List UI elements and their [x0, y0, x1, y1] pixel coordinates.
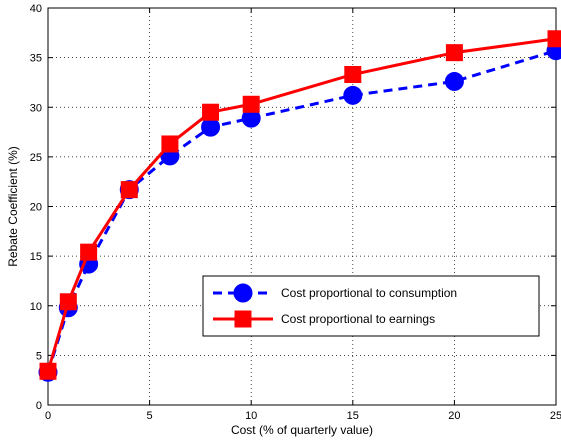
series-line: [46, 37, 557, 372]
data-point: [547, 30, 561, 48]
legend-entry: Cost proportional to earnings: [213, 310, 435, 328]
legend-marker: [234, 310, 252, 328]
legend-label: Cost proportional to consumption: [281, 286, 457, 300]
series-line: [46, 49, 557, 373]
data-point: [120, 181, 138, 199]
legend-box: [202, 275, 540, 337]
legend-label: Cost proportional to earnings: [281, 312, 435, 326]
x-tick-label: 25: [550, 410, 561, 422]
axis-ticks: 0 5 10 15 20 25 0 5 10 15 20 25 30 35 40: [30, 3, 561, 422]
series-2: [39, 30, 561, 380]
x-tick-label: 10: [245, 410, 257, 422]
y-tick-label: 15: [30, 251, 42, 263]
y-tick-label: 0: [36, 400, 42, 412]
x-tick-label: 15: [347, 410, 359, 422]
data-point: [39, 362, 57, 380]
y-tick-label: 5: [36, 350, 42, 362]
x-axis-label: Cost (% of quarterly value): [231, 423, 373, 437]
legend-marker: [233, 283, 253, 303]
data-point: [344, 65, 362, 83]
y-tick-label: 20: [30, 202, 42, 214]
grid-lines: [48, 8, 556, 405]
data-point: [59, 293, 77, 311]
y-tick-label: 35: [30, 53, 42, 65]
legend-entries: Cost proportional to consumption Cost pro…: [213, 283, 457, 328]
data-point: [202, 103, 220, 121]
y-axis-label: Rebate Coefficient (%): [6, 146, 20, 267]
data-point: [445, 44, 463, 62]
y-tick-label: 40: [30, 3, 42, 15]
data-point: [242, 95, 260, 113]
y-tick-label: 30: [30, 102, 42, 114]
legend-entry: Cost proportional to consumption: [213, 283, 457, 303]
data-point: [161, 135, 179, 153]
x-tick-label: 0: [45, 410, 51, 422]
y-tick-label: 25: [30, 152, 42, 164]
x-tick-label: 20: [448, 410, 460, 422]
legend: Cost proportional to consumption Cost pro…: [202, 275, 540, 337]
data-point: [444, 71, 464, 91]
series-layer: [38, 30, 561, 382]
data-point: [343, 85, 363, 105]
y-tick-label: 10: [30, 301, 42, 313]
data-point: [80, 243, 98, 261]
data-point: [201, 117, 221, 137]
x-tick-label: 5: [147, 410, 153, 422]
